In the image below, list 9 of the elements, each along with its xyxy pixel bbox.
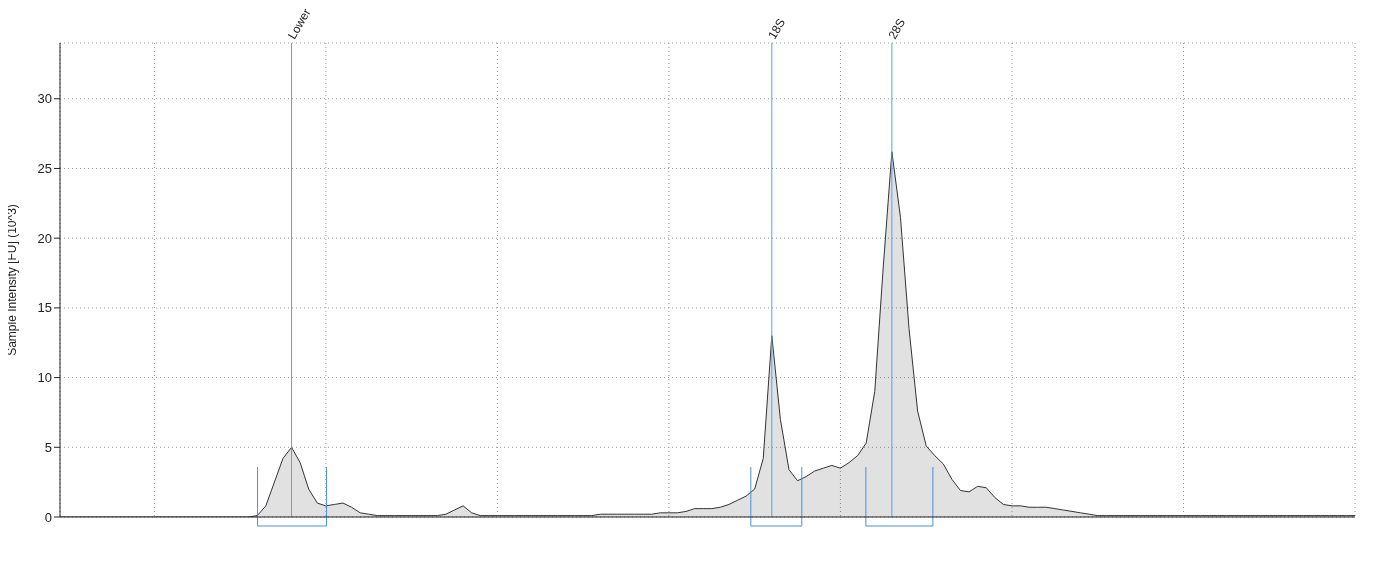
y-tick-label: 30 — [37, 91, 52, 107]
y-tick-label: 15 — [37, 300, 52, 316]
y-tick-label: 10 — [37, 370, 52, 386]
y-tick-label: 25 — [37, 161, 52, 177]
y-tick-label: 20 — [37, 230, 52, 246]
y-tick-label: 0 — [44, 509, 52, 525]
y-tick-label: 5 — [44, 439, 52, 455]
y-axis-title: Sample Intensity [FU] (10^3) — [5, 204, 20, 356]
text: 18S — [765, 16, 789, 42]
